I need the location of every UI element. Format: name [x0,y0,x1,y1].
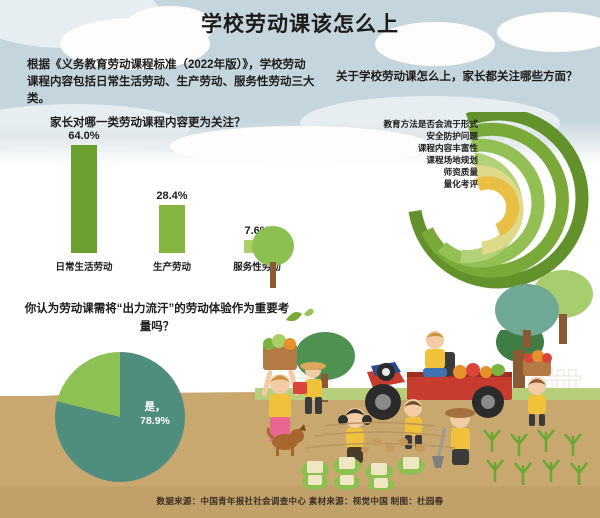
bar-value-label: 64.0% [68,130,100,142]
bar-group-1: 28.4% 生产劳动 [142,190,202,273]
pie-chart: 是， 78.9% [55,352,185,482]
radial-label-4: 师资质量 [443,167,478,178]
tractor-icon [365,352,512,420]
potato-icons [361,438,425,453]
person-basket-right [523,350,552,426]
bar-chart: 64.0% 日常生活劳动 28.4% 生产劳动 7.6% 服务性劳动 [22,130,302,275]
bar-chart-question: 家长对哪一类劳动课程内容更为关注？ [50,117,246,129]
person-bucket [293,362,326,414]
bar-rect [159,205,185,253]
radial-chart-svg [408,107,589,289]
person-girl [338,408,372,463]
radial-chart [390,107,600,312]
radial-label-0: 教育方法是否会流于形式 [383,119,478,129]
person-driver [423,331,447,377]
cloud-shape [170,126,430,166]
dog-icon [266,424,306,456]
radial-label-3: 课程场地规划 [426,155,478,166]
radial-label-2: 课程内容丰富性 [417,143,478,154]
pie-callout-name: 是， [144,401,166,413]
person-child-center [404,399,422,449]
radial-chart-question: 关于学校劳动课怎么上，家长都关注哪些方面？ [336,71,578,83]
radial-label-5: 量化考评 [443,179,478,190]
cloud-shape [497,12,600,52]
leaf-icon [286,308,314,322]
bar-group-0: 64.0% 日常生活劳动 [54,130,114,273]
bush-icon [252,226,294,288]
farm-illustration-svg [255,322,600,493]
bar-category-label: 服务性劳动 [233,262,281,273]
cloud-shape [125,6,215,46]
source-credit: 数据来源：中国青年报社社会调查中心 素材来源：视觉中国 制图：杜园春 [156,496,444,506]
sprout-row [483,429,588,485]
radial-label-1: 安全防护问题 [426,131,478,142]
farm-illustration [255,322,600,493]
cloud-shape [375,22,495,66]
cabbage-row [301,457,425,493]
radial-arc-5 [475,176,520,236]
pie-callout-value: 78.9% [140,415,170,427]
tree-cluster-icon [495,270,593,348]
pie-callout: 是， 78.9% [129,400,181,428]
bar-category-label: 日常生活劳动 [55,262,113,273]
bar-value-label: 28.4% [156,190,188,202]
bar-category-label: 生产劳动 [152,262,192,273]
pie-circle [55,352,185,482]
radial-chart-labels: 教育方法是否会流于形式 安全防护问题 课程内容丰富性 课程场地规划 师资质量 量… [358,118,478,191]
page-title: 学校劳动课该怎么上 [201,13,399,36]
intro-paragraph: 根据《义务教育劳动课程标准（2022年版）》，学校劳动课程内容包括日常生活劳动、… [27,59,315,105]
radial-arc-0 [408,107,589,289]
pie-chart-question: 你认为劳动课需将“出力流汗”的劳动体验作为重要考量吗？ [24,303,290,333]
footer-band [0,486,600,518]
bar-rect [71,145,97,253]
person-shovel [432,408,475,468]
